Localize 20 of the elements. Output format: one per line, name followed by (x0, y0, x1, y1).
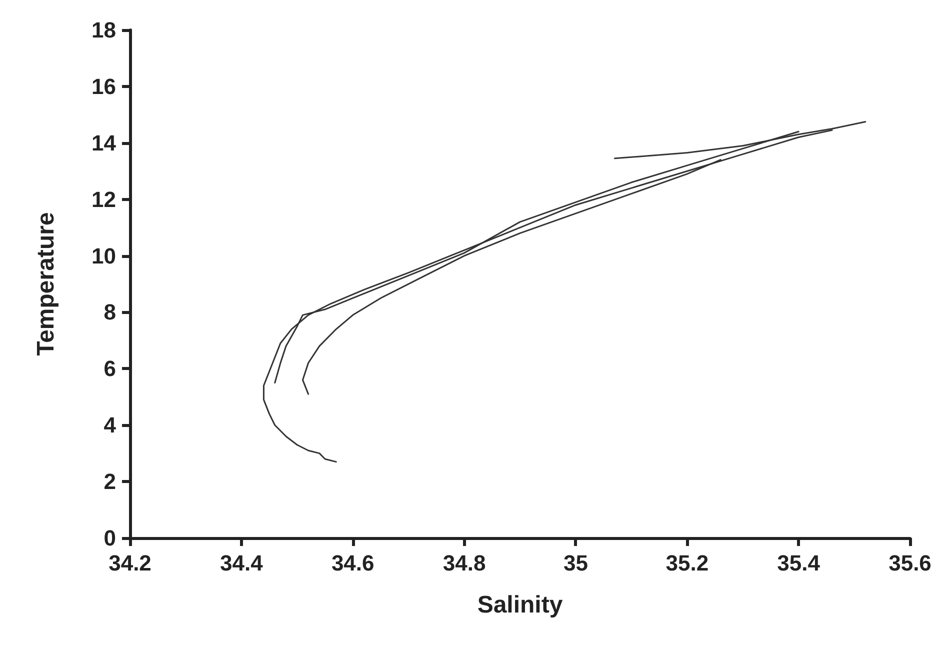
y-axis-title: Temperature (32, 212, 60, 356)
x-tick-label: 35.2 (666, 550, 709, 576)
x-tick-label: 34.6 (331, 550, 374, 576)
x-tick-label: 35.6 (888, 550, 932, 576)
x-tick-label: 35.4 (777, 550, 821, 576)
y-tick-label: 8 (104, 300, 116, 325)
x-tick-label: 34.2 (108, 550, 152, 576)
x-axis-title: Salinity (477, 592, 564, 618)
y-tick-label: 10 (92, 243, 116, 268)
x-tick-label: 34.8 (442, 550, 486, 576)
y-tick-label: 6 (104, 356, 116, 382)
x-tick-label: 35 (563, 550, 588, 576)
y-tick-label: 18 (92, 18, 116, 42)
y-tick-label: 4 (104, 412, 117, 438)
y-tick-label: 16 (92, 74, 116, 99)
y-tick-label: 12 (92, 186, 116, 212)
y-tick-label: 2 (104, 469, 116, 494)
x-tick-label: 34.4 (220, 550, 264, 576)
y-tick-label: 0 (104, 526, 116, 550)
y-tick-label: 14 (92, 130, 117, 156)
